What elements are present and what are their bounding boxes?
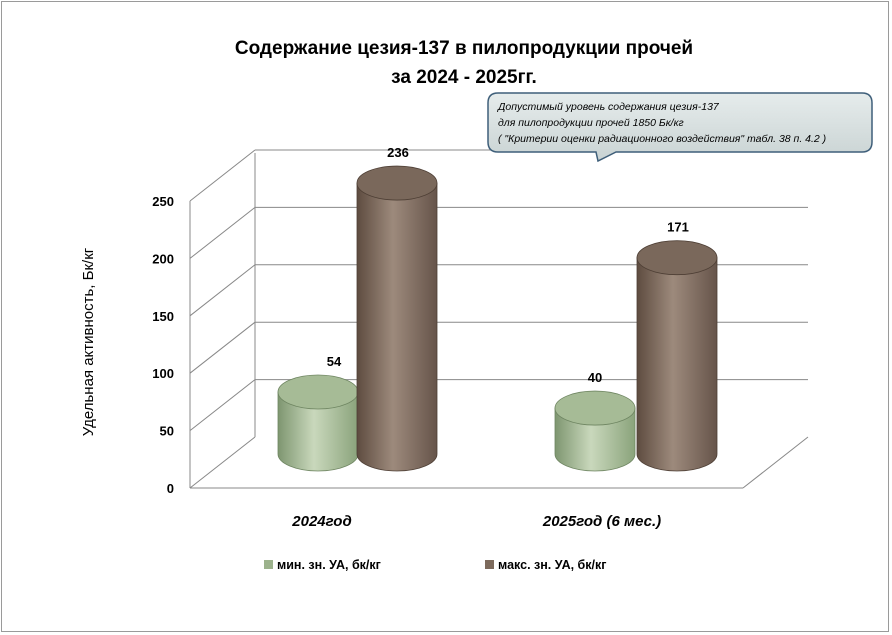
data-label-min-0: 54 <box>327 354 342 369</box>
callout-line-2: для пилопродукции прочей 1850 Бк/кг <box>498 117 684 129</box>
y-tick-label: 250 <box>152 194 174 209</box>
bars-group: 54 236 40 171 <box>277 145 718 472</box>
category-labels: 2024год 2025год (6 мес.) <box>291 513 661 530</box>
callout-line-3: ( "Критерии оценки радиационного воздейс… <box>498 133 826 145</box>
category-label: 2025год (6 мес.) <box>542 513 661 530</box>
bar-max-1 <box>636 257 718 472</box>
grid-line-left <box>189 149 256 202</box>
legend-swatch-min <box>264 560 273 569</box>
bar-min-1 <box>554 407 636 472</box>
y-tick-label: 200 <box>152 251 174 266</box>
y-tick-label: 50 <box>160 424 174 439</box>
bar-cap-max-1 <box>636 240 718 276</box>
y-axis-ticks: 0 50 100 150 200 250 <box>152 194 174 496</box>
y-tick-label: 0 <box>167 481 174 496</box>
grid-line-left <box>189 321 256 374</box>
bar-min-0 <box>277 391 359 472</box>
y-tick-label: 150 <box>152 309 174 324</box>
bar-cap-max-0 <box>356 165 438 201</box>
grid-line-left <box>189 207 256 259</box>
chart-title-line-2: за 2024 - 2025гг. <box>391 67 537 88</box>
grid-line-left <box>189 379 256 431</box>
legend-label-max: макс. зн. УА, бк/кг <box>498 558 606 572</box>
legend-swatch-max <box>485 560 494 569</box>
data-label-min-1: 40 <box>588 370 602 385</box>
plot-walls <box>189 153 809 489</box>
data-label-max-1: 171 <box>667 220 689 235</box>
callout-line-1: Допустимый уровень содержания цезия-137 <box>497 101 720 113</box>
bar-cap-min-0 <box>277 374 359 410</box>
legend-label-min: мин. зн. УА, бк/кг <box>277 558 381 572</box>
tolerance-callout: Допустимый уровень содержания цезия-137 … <box>487 92 873 163</box>
category-label: 2024год <box>291 513 351 530</box>
data-label-max-0: 236 <box>387 145 409 160</box>
bar-cap-min-1 <box>554 390 636 426</box>
y-axis-label: Удельная активность, Бк/кг <box>80 247 97 436</box>
grid-line-left <box>189 264 256 317</box>
legend: мин. зн. УА, бк/кг макс. зн. УА, бк/кг <box>264 558 606 572</box>
chart-title-line-1: Содержание цезия-137 в пилопродукции про… <box>235 38 693 59</box>
bar-max-0 <box>356 182 438 472</box>
y-tick-label: 100 <box>152 366 174 381</box>
